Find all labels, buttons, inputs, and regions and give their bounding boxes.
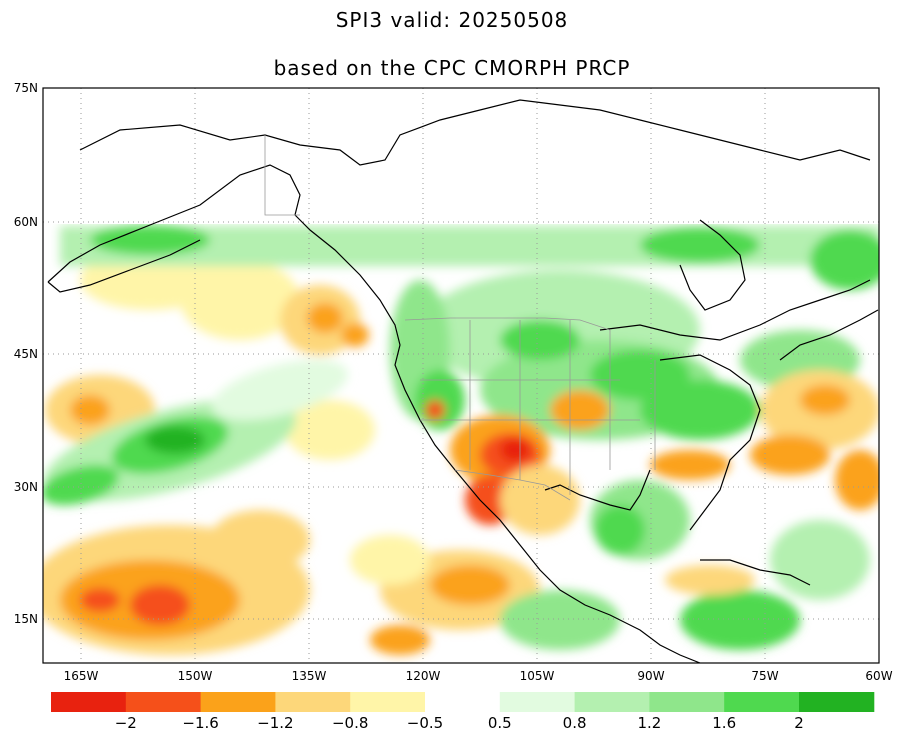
colorbar-swatch: [799, 692, 875, 712]
colorbar-label: −2: [115, 714, 137, 732]
colorbar-label: 1.6: [712, 714, 736, 732]
colorbar-label: 2: [794, 714, 804, 732]
lat-label-30n: 30N: [14, 480, 38, 494]
borders: [264, 135, 656, 501]
colorbar-swatch: [350, 692, 426, 712]
map-frame: [42, 87, 880, 664]
colorbar-label: −1.2: [257, 714, 293, 732]
colorbar-label: 0.5: [488, 714, 512, 732]
colorbar-swatch: [51, 692, 127, 712]
colorbar-swatch: [499, 692, 576, 712]
lon-label-105w: 105W: [520, 669, 555, 683]
lat-label-75n: 75N: [14, 81, 38, 95]
coastlines: [47, 99, 879, 663]
lon-label-60w: 60W: [865, 669, 892, 683]
lat-label-15n: 15N: [14, 612, 38, 626]
colorbar-label: 1.2: [637, 714, 661, 732]
lat-label-45n: 45N: [14, 347, 38, 361]
lon-label-135w: 135W: [292, 669, 327, 683]
colorbar-label: 0.8: [563, 714, 587, 732]
map-title: SPI3 valid: 20250508: [335, 8, 569, 32]
graticule: [43, 88, 879, 663]
colorbar-swatch: [724, 692, 800, 712]
colorbar-swatch: [200, 692, 276, 712]
lon-label-90w: 90W: [637, 669, 664, 683]
lon-axis: 165W 150W 135W 120W 105W 90W 75W 60W: [64, 669, 893, 683]
precip-anomaly-layer: [43, 88, 879, 655]
lon-label-75w: 75W: [751, 669, 778, 683]
colorbar: −2 −1.6 −1.2 −0.8 −0.5 0.5 0.8 1.2 1.6 2: [51, 692, 875, 732]
lat-label-60n: 60N: [14, 215, 38, 229]
lon-label-165w: 165W: [64, 669, 99, 683]
colorbar-swatch: [125, 692, 202, 712]
colorbar-label: −0.8: [332, 714, 368, 732]
colorbar-label: −0.5: [407, 714, 443, 732]
colorbar-swatch: [574, 692, 650, 712]
colorbar-swatch: [649, 692, 725, 712]
map-subtitle: based on the CPC CMORPH PRCP: [273, 56, 631, 80]
lat-axis: 75N 60N 45N 30N 15N: [14, 81, 38, 626]
colorbar-label: −1.6: [182, 714, 218, 732]
lon-label-150w: 150W: [178, 669, 213, 683]
lon-label-120w: 120W: [406, 669, 441, 683]
colorbar-swatch: [425, 692, 501, 712]
colorbar-swatch: [275, 692, 351, 712]
